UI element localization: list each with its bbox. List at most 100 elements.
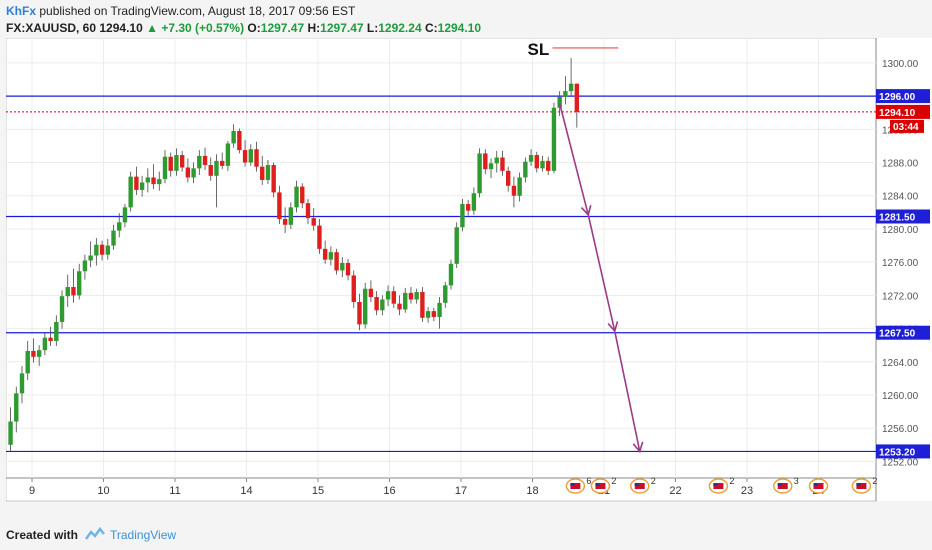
candle-body	[563, 91, 568, 97]
event-flag-canton	[777, 483, 782, 486]
candle-body	[557, 96, 562, 108]
grid-layer	[6, 38, 876, 478]
level-price-label: 1281.50	[879, 212, 916, 223]
low-label: L:	[366, 21, 379, 35]
candle-body	[265, 165, 271, 180]
footer: Created with TradingView	[0, 520, 932, 550]
candle-body	[403, 292, 408, 310]
candle-body	[105, 245, 110, 255]
level-layer	[6, 95, 876, 453]
event-flag-canton	[595, 483, 600, 486]
candle-body	[437, 302, 442, 317]
y-tick-label: 1300.00	[882, 59, 919, 70]
candle-body	[219, 160, 225, 166]
high-label: H:	[307, 21, 321, 35]
candle-body	[385, 291, 391, 300]
event-count-label: 6	[586, 476, 591, 486]
y-tick-label: 1288.00	[882, 159, 919, 170]
x-tick-label: 23	[741, 485, 753, 497]
candle-body	[99, 244, 105, 255]
event-count-label: 3	[794, 476, 799, 486]
candle-body	[139, 182, 145, 190]
current-price-label: 1294.10	[879, 108, 916, 119]
candle-body	[374, 297, 379, 311]
candle-body	[117, 222, 122, 231]
event-flag-canton	[634, 483, 639, 486]
open-label: O:	[247, 21, 261, 35]
candle-body	[76, 271, 82, 296]
candle-body	[282, 218, 288, 225]
candle-body	[300, 186, 305, 204]
candle-body	[443, 285, 448, 303]
projection-arrowhead	[632, 441, 644, 454]
candle-body	[414, 292, 419, 300]
candle-body	[551, 107, 557, 171]
tradingview-brand[interactable]: TradingView	[110, 528, 177, 542]
level-price-tag	[876, 444, 930, 459]
event-flag-stripe	[595, 483, 606, 489]
candle-body	[88, 255, 93, 261]
event-flag-canton	[713, 483, 718, 486]
candle-body	[111, 230, 116, 246]
event-count-label: 2	[611, 476, 616, 486]
candle-body	[471, 193, 477, 211]
candle-body	[431, 311, 437, 317]
candle-body	[317, 225, 322, 249]
y-tick-label: 1272.00	[882, 291, 919, 302]
candle-body	[242, 150, 248, 163]
change-arrow-icon: ▲	[146, 21, 158, 35]
candle-body	[214, 160, 219, 176]
candle-body	[202, 155, 208, 166]
x-tick-label: 18	[526, 485, 538, 497]
created-with-text: Created with	[6, 528, 79, 542]
y-tick-label: 1256.00	[882, 424, 919, 435]
candle-layer	[8, 57, 580, 452]
candle-body	[494, 157, 499, 164]
candle-body	[357, 302, 362, 325]
candle-body	[322, 248, 328, 260]
close-value: 1294.10	[437, 21, 482, 35]
candle-body	[65, 287, 70, 297]
candle-body	[157, 179, 162, 185]
y-tick-label: 1260.00	[882, 391, 919, 402]
x-tick-label: 16	[383, 485, 395, 497]
symbol-label: FX:XAUUSD, 60	[6, 21, 97, 35]
candle-body	[168, 156, 173, 171]
author-name[interactable]: KhFx	[6, 4, 36, 18]
candle-body	[197, 155, 202, 169]
chart-area[interactable]: SL 1300.001292.001288.001284.001280.0012…	[5, 37, 932, 503]
candle-body	[145, 177, 151, 183]
symbol-line: FX:XAUUSD, 60 1294.10 ▲ +7.30 (+0.57%) O…	[6, 21, 481, 35]
annotation-layer: SL	[528, 40, 644, 454]
level-price-tag	[876, 325, 930, 340]
candle-body	[334, 252, 339, 271]
candle-body	[477, 153, 482, 194]
candle-body	[380, 299, 385, 311]
candle-body	[54, 321, 59, 342]
candle-body	[465, 204, 471, 211]
countdown-tag	[890, 119, 924, 133]
countdown-label: 03:44	[893, 122, 919, 133]
candle-body	[59, 296, 65, 322]
candle-body	[162, 156, 168, 180]
candle-body	[260, 166, 265, 180]
x-tick-label: 22	[669, 485, 681, 497]
candle-body	[185, 167, 191, 178]
tradingview-logo-icon[interactable]	[84, 527, 106, 541]
chart-header: KhFx published on TradingView.com, Augus…	[0, 0, 932, 38]
candle-body	[534, 155, 539, 169]
candle-body	[237, 130, 242, 151]
event-flag-stripe	[713, 483, 724, 489]
candlestick-chart[interactable]: SL 1300.001292.001288.001284.001280.0012…	[5, 37, 932, 503]
candle-body	[14, 393, 19, 422]
projection-line	[558, 103, 590, 216]
candle-body	[248, 149, 253, 163]
candle-body	[448, 263, 454, 286]
candle-body	[483, 153, 488, 170]
candle-body	[82, 260, 88, 272]
y-tick-label: 1252.00	[882, 457, 919, 468]
candle-body	[500, 157, 505, 171]
event-flag-stripe	[634, 483, 645, 489]
event-count-label: 2	[651, 476, 656, 486]
candle-body	[408, 292, 414, 300]
